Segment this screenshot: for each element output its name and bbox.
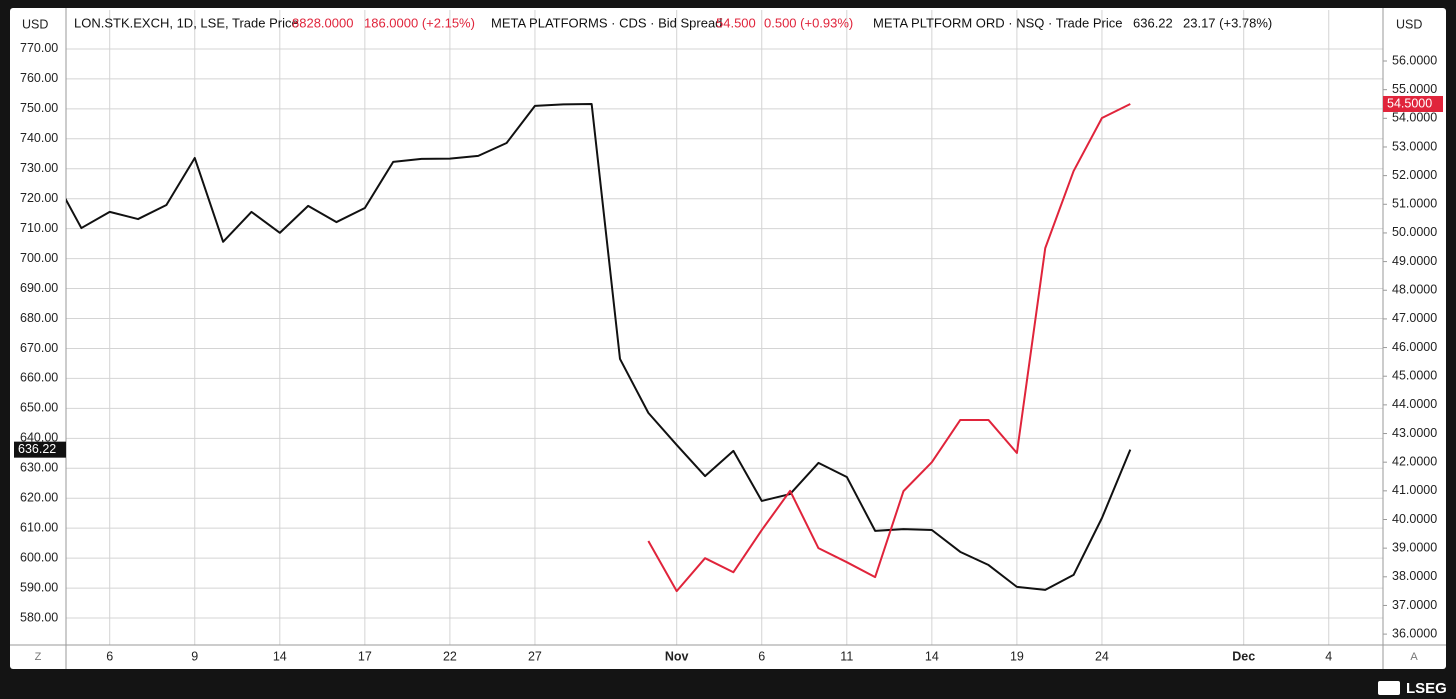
legend-last: 54.500 xyxy=(716,15,756,30)
legend-name: META PLTFORM ORD · NSQ · Trade Price xyxy=(873,15,1122,30)
y-tick-label: 750.00 xyxy=(20,101,58,115)
auto-button-label[interactable]: A xyxy=(1410,651,1418,663)
x-tick-label: 24 xyxy=(1095,649,1109,663)
last-value-badge-label: 54.5000 xyxy=(1387,96,1432,110)
y2-tick-label: 38.0000 xyxy=(1392,569,1437,583)
x-tick-label: 27 xyxy=(528,649,542,663)
y2-tick-label: 51.0000 xyxy=(1392,197,1437,211)
y-unit: USD xyxy=(22,17,48,31)
x-tick-label: 14 xyxy=(273,649,287,663)
y2-tick-label: 36.0000 xyxy=(1392,626,1437,640)
legend-last: 636.22 xyxy=(1133,15,1173,30)
y-tick-label: 650.00 xyxy=(20,401,58,415)
x-tick-label: 6 xyxy=(106,649,113,663)
y-tick-label: 720.00 xyxy=(20,191,58,205)
y2-tick-label: 41.0000 xyxy=(1392,483,1437,497)
x-tick-label: 14 xyxy=(925,649,939,663)
y2-tick-label: 48.0000 xyxy=(1392,283,1437,297)
x-tick-label: 6 xyxy=(758,649,765,663)
y2-tick-label: 50.0000 xyxy=(1392,225,1437,239)
y-tick-label: 760.00 xyxy=(20,71,58,85)
y-tick-label: 670.00 xyxy=(20,341,58,355)
y2-tick-label: 40.0000 xyxy=(1392,512,1437,526)
y2-tick-label: 46.0000 xyxy=(1392,340,1437,354)
y-tick-label: 590.00 xyxy=(20,580,58,594)
y2-unit: USD xyxy=(1396,17,1422,31)
zoom-button-label[interactable]: Z xyxy=(35,651,42,663)
x-tick-label: Nov xyxy=(665,649,689,663)
y2-tick-label: 44.0000 xyxy=(1392,397,1437,411)
x-tick-label: 19 xyxy=(1010,649,1024,663)
y2-tick-label: 55.0000 xyxy=(1392,82,1437,96)
y-tick-label: 710.00 xyxy=(20,221,58,235)
y-tick-label: 640.00 xyxy=(20,431,58,445)
y2-tick-label: 37.0000 xyxy=(1392,598,1437,612)
legend-change: 0.500 (+0.93%) xyxy=(764,15,853,30)
chart-panel xyxy=(10,8,1446,669)
legend-change: 23.17 (+3.78%) xyxy=(1183,15,1272,30)
y2-tick-label: 45.0000 xyxy=(1392,369,1437,383)
last-value-badge-label: 636.22 xyxy=(18,442,56,456)
brand-icon xyxy=(1378,681,1400,695)
last-value-badge xyxy=(1383,95,1443,112)
x-tick-label: 11 xyxy=(840,649,853,663)
y2-tick-label: 52.0000 xyxy=(1392,168,1437,182)
legend-name: LON.STK.EXCH, 1D, LSE, Trade Price xyxy=(74,15,299,30)
auto-button[interactable]: A xyxy=(1410,651,1418,663)
legend-change: 186.0000 (+2.15%) xyxy=(364,15,475,30)
zoom-button[interactable]: Z xyxy=(35,651,42,663)
y-tick-label: 690.00 xyxy=(20,281,58,295)
y2-tick-label: 54.0000 xyxy=(1392,111,1437,125)
y-tick-label: 600.00 xyxy=(20,550,58,564)
x-tick-label: 9 xyxy=(191,649,198,663)
last-value-badge xyxy=(14,441,66,458)
series-line xyxy=(66,103,1132,591)
y-tick-label: 610.00 xyxy=(20,520,58,534)
legend-name: META PLATFORMS · CDS · Bid Spread xyxy=(491,15,722,30)
y-tick-label: 730.00 xyxy=(20,161,58,175)
y2-tick-label: 49.0000 xyxy=(1392,254,1437,268)
x-tick-label: Dec xyxy=(1232,649,1255,663)
y2-tick-label: 47.0000 xyxy=(1392,311,1437,325)
series-layer xyxy=(66,103,1132,593)
x-tick-label: 17 xyxy=(358,649,372,663)
y-tick-label: 660.00 xyxy=(20,371,58,385)
grid xyxy=(66,10,1383,645)
y2-tick-label: 43.0000 xyxy=(1392,426,1437,440)
y2-tick-label: 56.0000 xyxy=(1392,53,1437,67)
legend: LON.STK.EXCH, 1D, LSE, Trade Price 8828.… xyxy=(74,15,1272,30)
y-tick-label: 630.00 xyxy=(20,461,58,475)
brand: LSEG xyxy=(1406,680,1447,697)
y2-tick-label: 42.0000 xyxy=(1392,454,1437,468)
legend-last: 8828.0000 xyxy=(292,15,353,30)
y-tick-label: 770.00 xyxy=(20,41,58,55)
series-line xyxy=(647,103,1131,593)
y-tick-label: 680.00 xyxy=(20,311,58,325)
y2-tick-label: 39.0000 xyxy=(1392,540,1437,554)
y2-tick-label: 53.0000 xyxy=(1392,139,1437,153)
y-tick-label: 580.00 xyxy=(20,610,58,624)
y-tick-label: 740.00 xyxy=(20,131,58,145)
y-tick-label: 700.00 xyxy=(20,251,58,265)
x-tick-label: 22 xyxy=(443,649,457,663)
y-tick-label: 620.00 xyxy=(20,491,58,505)
x-tick-label: 4 xyxy=(1325,649,1332,663)
